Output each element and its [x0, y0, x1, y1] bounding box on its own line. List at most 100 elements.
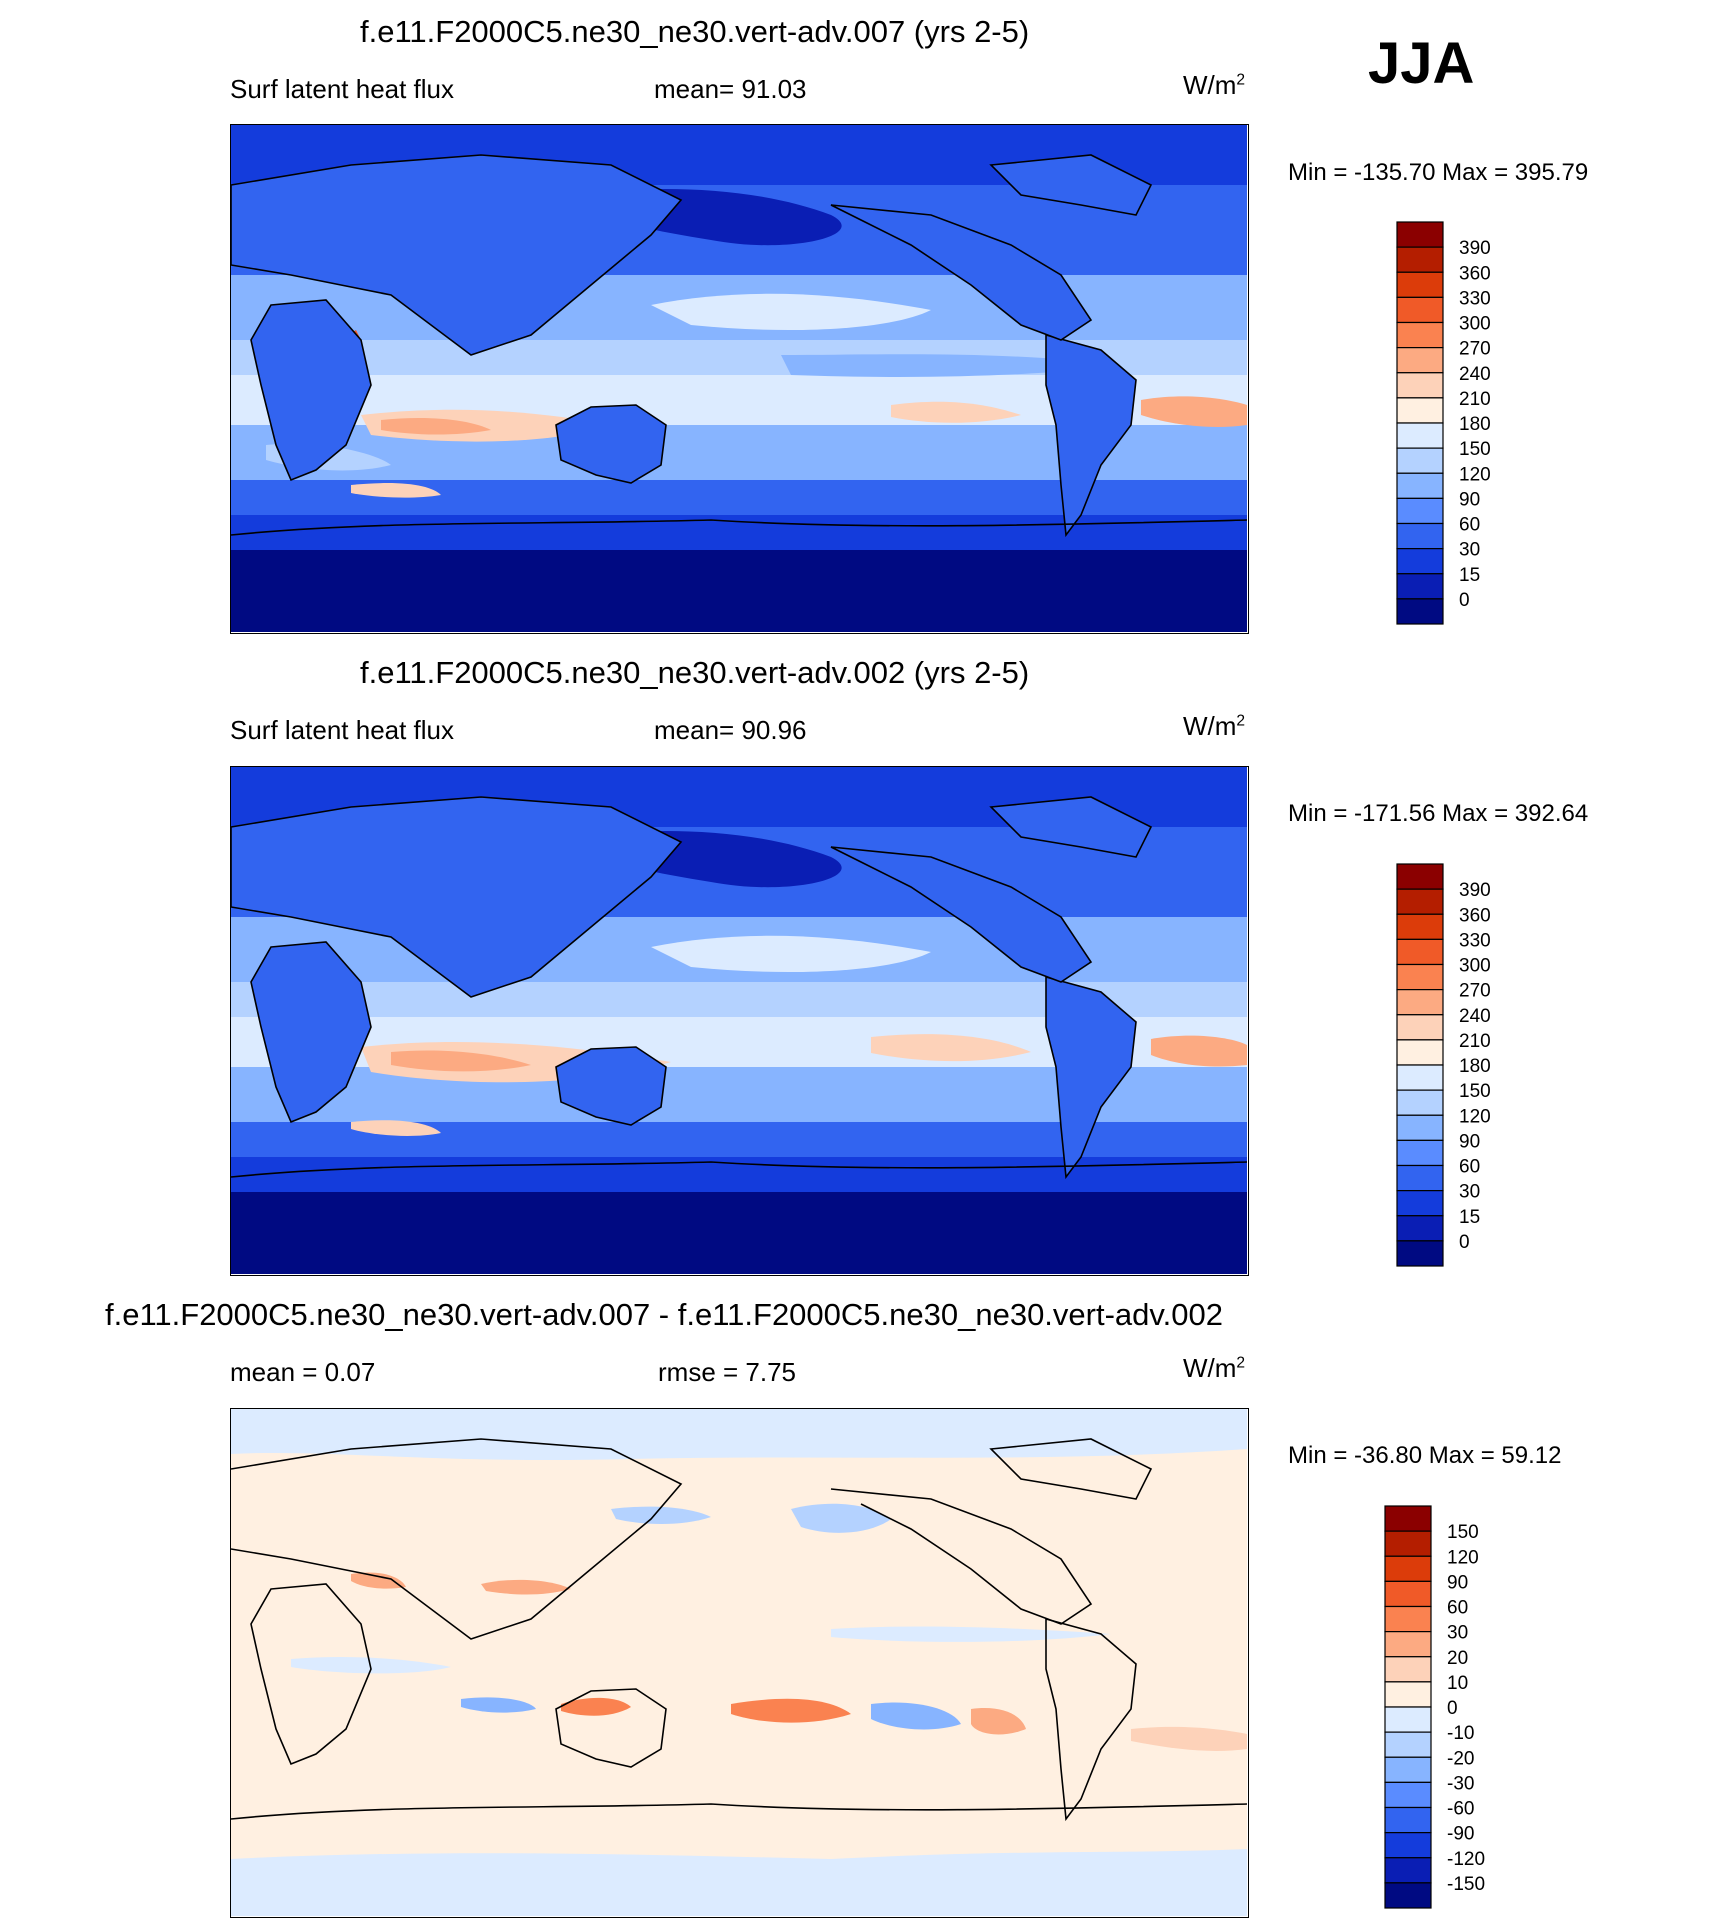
colorbar-swatch [1396, 522, 1444, 550]
panel-3-map-svg [231, 1409, 1247, 1916]
colorbar-swatch [1384, 1832, 1432, 1859]
panel-1-map [230, 124, 1249, 634]
panel-3-mean-label: mean = 0.07 [230, 1357, 376, 1387]
colorbar-swatch [1396, 548, 1444, 575]
colorbar-swatch [1396, 938, 1444, 966]
panel-3-map [230, 1408, 1249, 1918]
colorbar-swatch [1384, 1605, 1432, 1633]
colorbar-swatch [1396, 321, 1444, 349]
panel-2-colorbar: 390 360 330 300 270 240 210 180 150 120 90 60 30 15 0 [1396, 863, 1596, 1272]
panel-3-rmse-label: rmse = 7.75 [658, 1357, 797, 1387]
panel-1-colorbar: 390 360 330 300 270 240 210 180 150 120 90 60 30 15 0 [1396, 221, 1596, 630]
colorbar-swatch [1384, 1530, 1432, 1557]
colorbar-swatch [1396, 963, 1444, 991]
colorbar-swatch [1384, 1706, 1432, 1733]
panel-2-map [230, 766, 1249, 1276]
colorbar-tick-label: 180 [1459, 1056, 1491, 1077]
colorbar-tick-label: 15 [1459, 565, 1480, 586]
panel-1-title: f.e11.F2000C5.ne30_ne30.vert-adv.007 (yr… [360, 14, 1030, 49]
colorbar-tick-label: 330 [1459, 930, 1491, 951]
colorbar-tick-label: 15 [1459, 1207, 1480, 1228]
colorbar-swatch [1396, 573, 1444, 600]
colorbar-swatch [1396, 1240, 1444, 1267]
colorbar-swatch [1384, 1656, 1432, 1683]
colorbar-tick-label: 60 [1459, 1157, 1480, 1178]
colorbar-swatch [1396, 1215, 1444, 1242]
colorbar-swatch [1384, 1857, 1432, 1884]
colorbar-swatch [1384, 1505, 1432, 1532]
panel-1-mean-label: mean= 91.03 [654, 74, 807, 104]
colorbar-swatch [1396, 863, 1444, 890]
colorbar-tick-label: -30 [1447, 1773, 1474, 1794]
colorbar-swatch [1396, 598, 1444, 625]
colorbar-tick-label: 270 [1459, 981, 1491, 1002]
colorbar-swatch [1396, 271, 1444, 298]
panel-1-map-svg [231, 125, 1247, 632]
colorbar-tick-label: 30 [1447, 1623, 1468, 1644]
colorbar-tick-label: 90 [1447, 1572, 1468, 1593]
colorbar-tick-label: -150 [1447, 1874, 1485, 1895]
colorbar-tick-label: 30 [1459, 1182, 1480, 1203]
colorbar-tick-label: 0 [1459, 1232, 1470, 1253]
panel-1-unit-label: W/m2 [1183, 70, 1246, 100]
colorbar-tick-label: 120 [1459, 1106, 1491, 1127]
colorbar-tick-label: 0 [1459, 590, 1470, 611]
panel-3-colorbar-svg: 150 120 90 60 30 20 10 0 -10 -20 -30 -60 -90 -120 -150 [1384, 1505, 1485, 1909]
colorbar-tick-label: 30 [1459, 540, 1480, 561]
colorbar-tick-label: 90 [1459, 489, 1480, 510]
colorbar-tick-label: 360 [1459, 905, 1491, 926]
colorbar-swatch [1396, 372, 1444, 399]
colorbar-tick-label: 300 [1459, 956, 1491, 977]
colorbar-tick-label: 390 [1459, 238, 1491, 259]
colorbar-tick-label: 90 [1459, 1131, 1480, 1152]
colorbar-swatch [1396, 913, 1444, 940]
colorbar-tick-label: 0 [1447, 1698, 1458, 1719]
colorbar-swatch [1396, 221, 1444, 248]
panel-2-title: f.e11.F2000C5.ne30_ne30.vert-adv.002 (yr… [360, 655, 1030, 690]
colorbar-swatch [1396, 1039, 1444, 1066]
colorbar-swatch [1396, 1089, 1444, 1116]
colorbar-tick-label: 270 [1459, 339, 1491, 360]
colorbar-tick-label: -20 [1447, 1748, 1474, 1769]
colorbar-swatch [1384, 1756, 1432, 1783]
colorbar-swatch [1396, 1064, 1444, 1091]
colorbar-tick-label: 360 [1459, 263, 1491, 284]
panel-2-mean-label: mean= 90.96 [654, 715, 807, 745]
panel-1-variable-label: Surf latent heat flux [230, 74, 455, 104]
colorbar-tick-label: 210 [1459, 1031, 1491, 1052]
colorbar-swatch [1384, 1731, 1432, 1758]
colorbar-tick-label: 300 [1459, 314, 1491, 335]
panel-3-title: f.e11.F2000C5.ne30_ne30.vert-adv.007 - f… [105, 1297, 1223, 1332]
panel-2-minmax: Min = -171.56 Max = 392.64 [1288, 800, 1589, 827]
colorbar-tick-label: 150 [1447, 1522, 1479, 1543]
colorbar-swatch [1384, 1882, 1432, 1909]
colorbar-swatch [1396, 1164, 1444, 1192]
panel-3-minmax: Min = -36.80 Max = 59.12 [1288, 1442, 1562, 1469]
colorbar-tick-label: -90 [1447, 1824, 1474, 1845]
colorbar-tick-label: 240 [1459, 1006, 1491, 1027]
colorbar-tick-label: 10 [1447, 1673, 1468, 1694]
colorbar-swatch [1396, 1014, 1444, 1041]
colorbar-tick-label: 180 [1459, 414, 1491, 435]
panel-2-unit-label: W/m2 [1183, 711, 1246, 741]
colorbar-tick-label: 60 [1447, 1598, 1468, 1619]
colorbar-tick-label: 60 [1459, 515, 1480, 536]
panel-1-minmax: Min = -135.70 Max = 395.79 [1288, 159, 1589, 186]
colorbar-swatch [1384, 1580, 1432, 1608]
colorbar-tick-label: 390 [1459, 880, 1491, 901]
colorbar-swatch [1396, 246, 1444, 273]
colorbar-swatch [1396, 1190, 1444, 1217]
colorbar-swatch [1384, 1681, 1432, 1708]
colorbar-tick-label: 330 [1459, 288, 1491, 309]
colorbar-tick-label: 120 [1459, 464, 1491, 485]
colorbar-swatch [1396, 989, 1444, 1016]
colorbar-tick-label: 150 [1459, 1081, 1491, 1102]
season-label: JJA [1368, 31, 1475, 96]
colorbar-swatch [1396, 888, 1444, 915]
colorbar-tick-label: 20 [1447, 1648, 1468, 1669]
colorbar-tick-label: 210 [1459, 389, 1491, 410]
panel-2-map-svg [231, 767, 1247, 1274]
colorbar-swatch [1396, 296, 1444, 324]
panel-2-variable-label: Surf latent heat flux [230, 715, 455, 745]
